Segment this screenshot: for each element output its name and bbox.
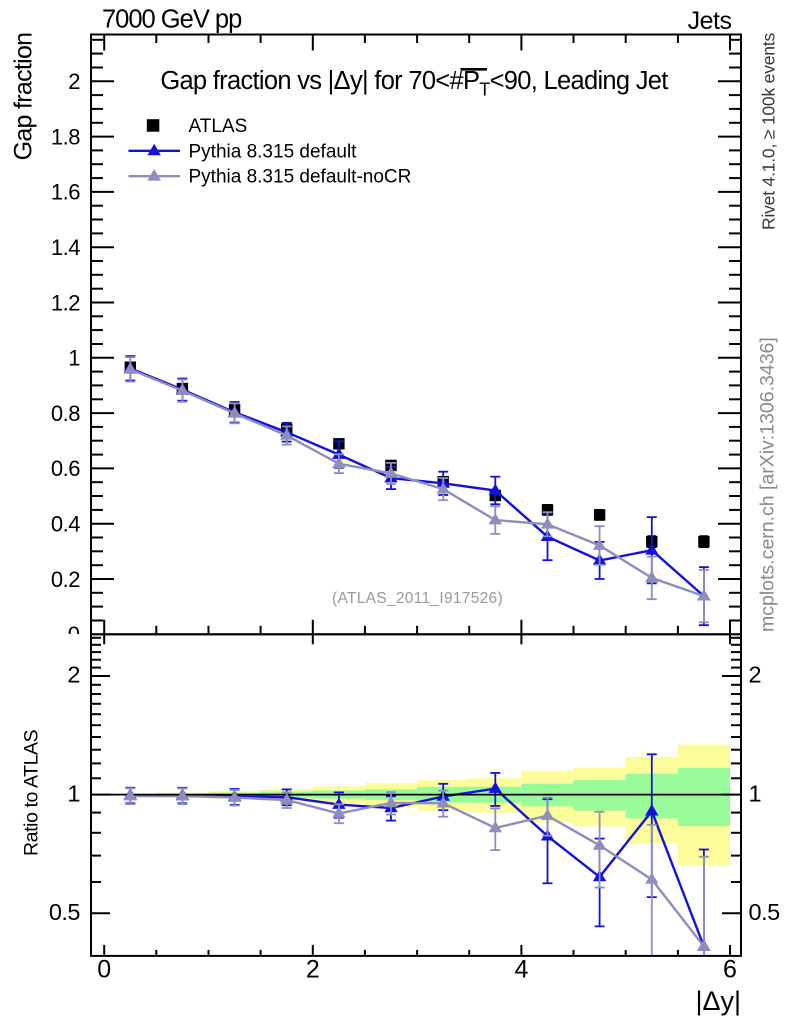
svg-text:1: 1	[67, 780, 80, 806]
svg-text:|Δy|: |Δy|	[695, 986, 741, 1016]
svg-text:1.2: 1.2	[51, 290, 80, 315]
svg-text:0: 0	[68, 622, 80, 647]
svg-text:0.8: 0.8	[51, 401, 80, 426]
svg-text:Jets: Jets	[688, 7, 732, 35]
svg-text:2: 2	[67, 662, 80, 688]
svg-text:0.5: 0.5	[749, 899, 781, 925]
svg-text:Pythia 8.315 default: Pythia 8.315 default	[189, 141, 358, 162]
svg-text:0.2: 0.2	[51, 567, 80, 592]
svg-text:Ratio to ATLAS: Ratio to ATLAS	[21, 729, 43, 856]
svg-text:6: 6	[723, 956, 737, 984]
svg-text:Pythia 8.315 default-noCR: Pythia 8.315 default-noCR	[189, 167, 412, 188]
svg-text:Gap fraction: Gap fraction	[10, 33, 38, 161]
svg-text:4: 4	[514, 956, 528, 984]
svg-text:Rivet 4.1.0, ≥ 100k events: Rivet 4.1.0, ≥ 100k events	[759, 33, 779, 230]
svg-text:1.8: 1.8	[51, 124, 80, 149]
svg-text:0.4: 0.4	[51, 512, 80, 537]
svg-text:1.6: 1.6	[51, 180, 80, 205]
svg-text:mcplots.cern.ch [arXiv:1306.34: mcplots.cern.ch [arXiv:1306.3436]	[757, 337, 779, 632]
svg-text:ATLAS: ATLAS	[189, 116, 248, 137]
svg-text:Gap fraction vs |Δy| for 70<#P: Gap fraction vs |Δy| for 70<#PT<90, Lead…	[160, 67, 668, 99]
svg-text:0.5: 0.5	[49, 899, 81, 925]
svg-text:1.4: 1.4	[51, 235, 80, 260]
svg-text:7000 GeV pp: 7000 GeV pp	[102, 5, 242, 33]
svg-text:2: 2	[749, 662, 762, 688]
svg-text:1: 1	[68, 346, 80, 371]
svg-text:0: 0	[97, 956, 111, 984]
svg-text:2: 2	[306, 956, 320, 984]
svg-text:1: 1	[749, 780, 762, 806]
svg-text:0.6: 0.6	[51, 456, 80, 481]
svg-text:(ATLAS_2011_I917526): (ATLAS_2011_I917526)	[332, 590, 503, 607]
svg-text:2: 2	[68, 69, 80, 94]
